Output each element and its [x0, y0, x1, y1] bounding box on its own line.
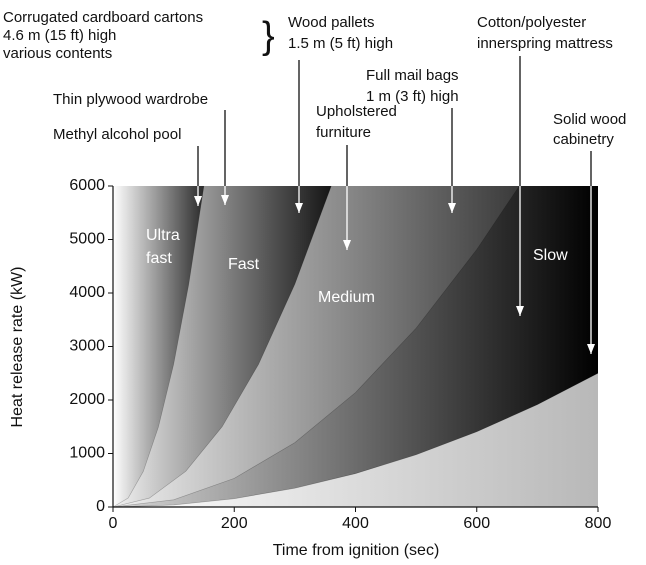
- y-tick-label: 3000: [69, 338, 105, 355]
- x-axis-label: Time from ignition (sec): [273, 542, 440, 559]
- region-label: Medium: [318, 289, 375, 306]
- annotation: Cotton/polyester: [477, 14, 586, 31]
- annotation: 4.6 m (15 ft) high: [3, 27, 116, 44]
- y-tick-label: 5000: [69, 231, 105, 248]
- x-tick-label: 400: [342, 515, 369, 532]
- region-label: fast: [146, 250, 172, 267]
- annotation: Corrugated cardboard cartons: [3, 9, 203, 26]
- y-tick-label: 6000: [69, 177, 105, 194]
- y-tick-label: 4000: [69, 284, 105, 301]
- annotation: 1 m (3 ft) high: [366, 88, 459, 105]
- annotation: furniture: [316, 124, 371, 141]
- brace: }: [262, 15, 275, 57]
- x-tick-label: 0: [109, 515, 118, 532]
- annotation: Methyl alcohol pool: [53, 126, 181, 143]
- growth-curve: [112, 372, 599, 508]
- region-label: Ultra: [146, 227, 180, 244]
- x-tick-label: 800: [585, 515, 612, 532]
- annotation: Wood pallets: [288, 14, 374, 31]
- x-tick-label: 200: [221, 515, 248, 532]
- region-label: Slow: [533, 247, 568, 264]
- growth-curve: [112, 185, 332, 508]
- y-tick-label: 2000: [69, 391, 105, 408]
- plot-area: [112, 185, 599, 508]
- region-labels: Ultra fast Fast Medium Slow: [146, 227, 568, 306]
- annotation: Full mail bags: [366, 67, 459, 84]
- annotation-arrows: [194, 56, 595, 354]
- annotation: various contents: [3, 45, 112, 62]
- y-axis-label: Heat release rate (kW): [9, 267, 26, 428]
- annotation: cabinetry: [553, 131, 614, 148]
- annotation: Upholstered: [316, 103, 397, 120]
- growth-region: [113, 186, 204, 507]
- region-label: Fast: [228, 256, 260, 273]
- growth-curve: [112, 185, 520, 508]
- y-tick-label: 0: [96, 498, 105, 515]
- annotation: Thin plywood wardrobe: [53, 91, 208, 108]
- growth-curve: [112, 185, 205, 508]
- annotation: innerspring mattress: [477, 35, 613, 52]
- y-tick-label: 1000: [69, 445, 105, 462]
- annotation: Solid wood: [553, 111, 626, 128]
- annotation: 1.5 m (5 ft) high: [288, 35, 393, 52]
- x-tick-label: 600: [463, 515, 490, 532]
- annotations: Corrugated cardboard cartons 4.6 m (15 f…: [3, 9, 626, 148]
